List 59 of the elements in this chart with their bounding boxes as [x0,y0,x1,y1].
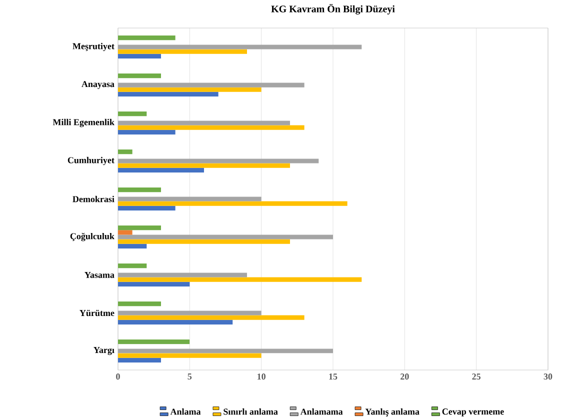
y-tick-label: Yürütme [80,310,114,316]
bar [118,149,132,154]
bar [118,301,161,306]
bar [118,187,161,192]
bar [118,120,290,126]
bar [118,315,304,320]
y-tick-label: Çoğulculuk [70,232,114,242]
bar [118,35,176,40]
x-tick-label: 10 [258,373,266,380]
bar [118,168,204,172]
bar [118,339,190,344]
bar [118,239,290,244]
bar [118,320,233,324]
bar [118,230,132,235]
bar [118,277,362,282]
bar [118,234,333,240]
y-tick-label: Cumhuriyet [68,156,114,166]
bar [118,263,147,268]
y-tick-label: Anayasa [82,81,114,89]
x-tick-label: 30 [544,373,552,380]
bar [118,82,304,88]
x-tick-label: 20 [400,373,409,380]
bar [118,282,190,286]
bar [118,272,247,278]
legend-label: Sınırlı anlama [224,408,278,415]
y-tick-label: Meşrutiyet [72,42,114,52]
bar [118,358,161,362]
bar [118,54,161,58]
bar [118,125,304,130]
bar [118,201,348,206]
y-tick-label: Yasama [84,272,114,278]
chart-title: KG Kavram Ön Bilgi Düzeyi [271,4,395,14]
bar [118,130,176,134]
bar [118,111,147,116]
legend-label: Anlamama [300,408,343,415]
bar [118,244,147,248]
y-tick-label: Yargı [94,346,114,355]
bar [118,163,290,168]
legend-label: Yanlış anlama [365,408,420,416]
bar [118,73,161,78]
bar [118,44,362,50]
bar [118,158,319,164]
bar [118,87,262,92]
x-tick-label: 25 [472,373,480,380]
bar [118,196,262,202]
x-tick-label: 15 [329,373,338,380]
legend-label: Cevap vermeme [442,408,504,416]
bar [118,348,333,354]
x-tick-label: 0 [116,373,120,380]
bar [118,206,176,210]
legend-label: Anlama [170,408,201,415]
bar [118,92,218,96]
bar [118,49,247,54]
x-tick-label: 5 [188,373,192,380]
y-tick-label: Demokrasi [72,196,114,202]
y-tick-label: Milli Egemenlik [52,118,114,128]
bar [118,353,262,358]
bar [118,225,161,230]
bar [118,310,262,316]
